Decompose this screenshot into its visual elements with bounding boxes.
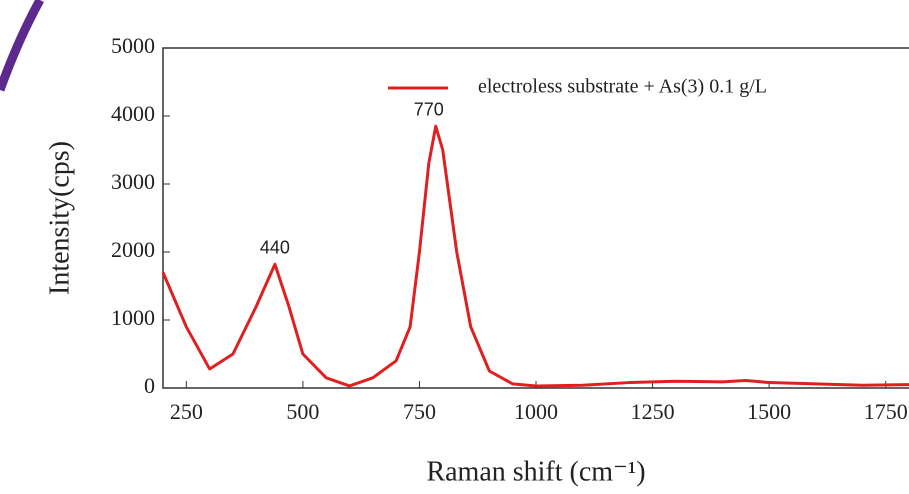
x-tick-label: 1250 bbox=[631, 399, 675, 424]
annotation: 770 bbox=[414, 99, 444, 119]
legend-label: electroless substrate + As(3) 0.1 g/L bbox=[478, 76, 767, 98]
x-axis-title: Raman shift (cm⁻¹) bbox=[426, 456, 645, 487]
x-tick-label: 250 bbox=[170, 399, 203, 424]
plot-frame bbox=[162, 47, 909, 389]
x-tick-label: 1500 bbox=[747, 399, 791, 424]
y-tick-label: 3000 bbox=[111, 169, 155, 194]
annotation: 440 bbox=[260, 237, 290, 257]
y-tick-label: 4000 bbox=[111, 101, 155, 126]
y-tick-label: 2000 bbox=[111, 237, 155, 262]
series-line bbox=[161, 124, 909, 388]
y-tick-label: 5000 bbox=[111, 33, 155, 58]
x-tick-label: 1750 bbox=[864, 399, 908, 424]
y-tick-label: 1000 bbox=[111, 305, 155, 330]
x-tick-label: 750 bbox=[403, 399, 436, 424]
x-tick-label: 1000 bbox=[514, 399, 558, 424]
decor-arc bbox=[0, 0, 44, 92]
x-tick-label: 500 bbox=[286, 399, 319, 424]
y-tick-label: 0 bbox=[144, 373, 155, 398]
y-axis-title: Intensity(cps) bbox=[44, 141, 75, 295]
